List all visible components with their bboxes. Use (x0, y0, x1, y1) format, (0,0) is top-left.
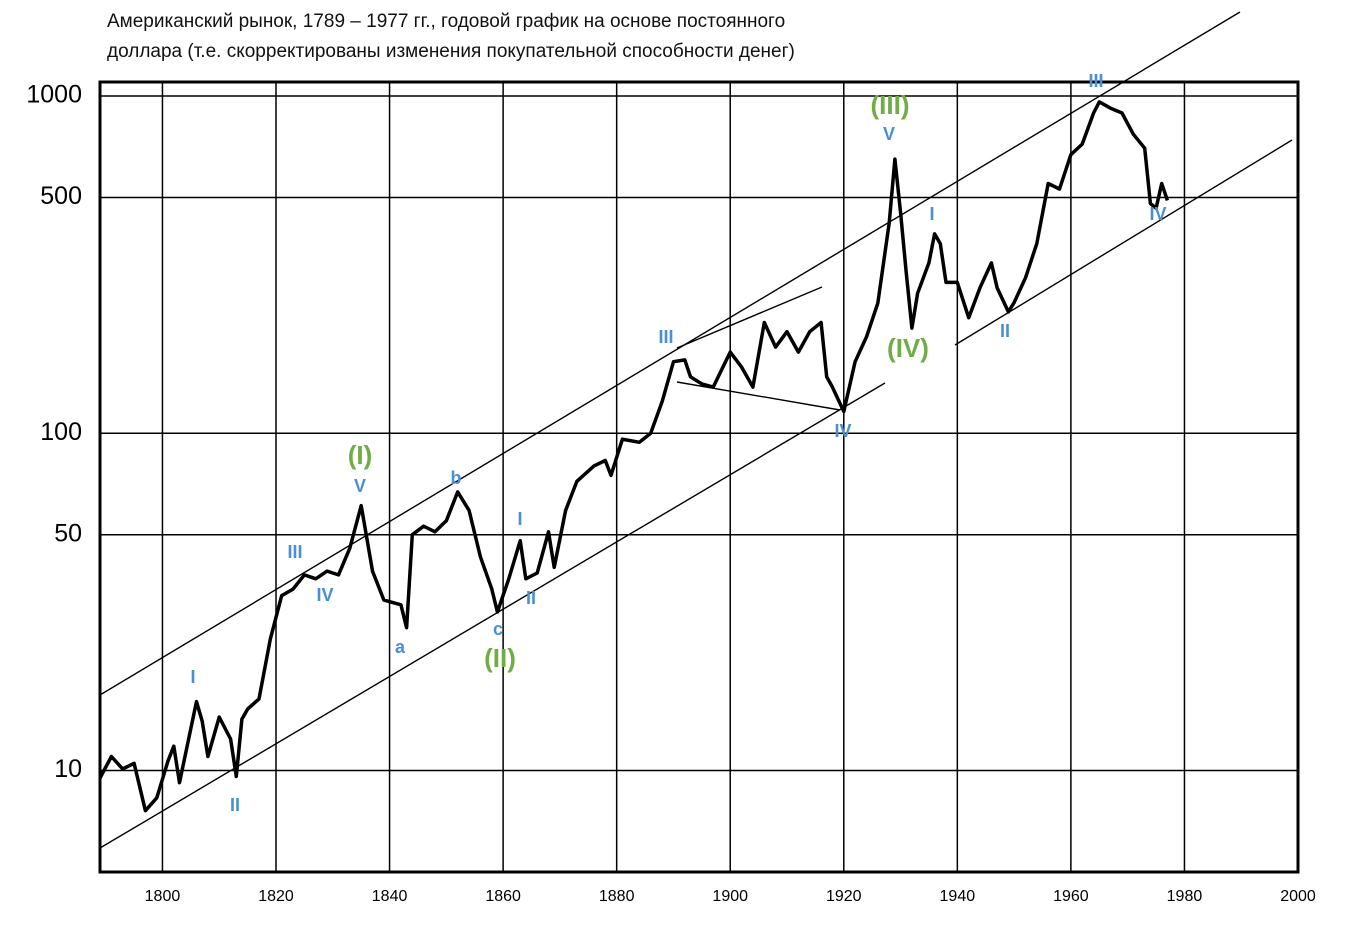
wave-label: III (287, 542, 302, 562)
x-tick-label: 1980 (1167, 888, 1203, 905)
wave-label: V (883, 124, 895, 144)
y-tick-label: 100 (40, 418, 82, 446)
y-tick-label: 1000 (26, 81, 82, 109)
wave-label: III (658, 327, 673, 347)
x-tick-label: 1960 (1053, 888, 1089, 905)
wave-label: I (517, 509, 522, 529)
wave-label: III (1088, 71, 1103, 91)
wave-label: IV (316, 585, 333, 605)
wave-label: IV (834, 421, 851, 441)
wave-label: II (230, 795, 240, 815)
wave-label: c (493, 619, 503, 639)
wave-label: a (395, 637, 406, 657)
x-tick-label: 1840 (372, 888, 408, 905)
wave-label: IV (1149, 204, 1166, 224)
x-tick-label: 1820 (258, 888, 294, 905)
chart-title: Американский рынок, 1789 – 1977 гг., год… (107, 11, 785, 32)
wave-label: II (1000, 321, 1010, 341)
x-tick-label: 1860 (485, 888, 521, 905)
y-tick-label: 500 (40, 182, 82, 210)
x-tick-label: 1880 (599, 888, 635, 905)
x-tick-label: 2000 (1280, 888, 1316, 905)
channel-lines (99, 11, 1293, 849)
x-tick-label: 1920 (826, 888, 862, 905)
wave-label: (III) (871, 90, 910, 120)
plot-frame (98, 80, 1300, 874)
x-tick-label: 1800 (145, 888, 181, 905)
wave-label: I (190, 667, 195, 687)
chart-title: доллара (т.е. скорректированы изменения … (107, 41, 795, 62)
y-tick-label: 10 (54, 755, 82, 783)
wave-label: (IV) (887, 333, 929, 363)
wave-label: II (526, 588, 536, 608)
wave-label: V (354, 476, 366, 496)
wave-label: (I) (348, 440, 373, 470)
wave-label: I (929, 204, 934, 224)
x-tick-label: 1940 (940, 888, 976, 905)
wave-label: b (451, 468, 462, 488)
y-tick-label: 50 (54, 519, 82, 547)
data-line (98, 100, 1170, 813)
x-tick-label: 1900 (712, 888, 748, 905)
wave-label: (II) (484, 643, 516, 673)
